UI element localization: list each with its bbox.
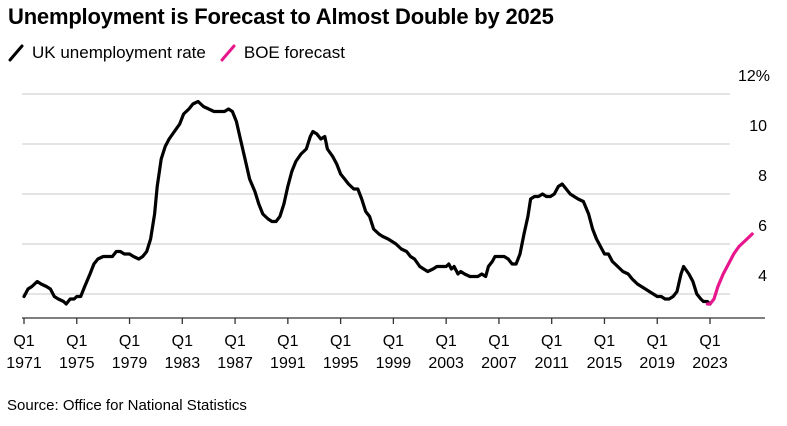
x-tick-quarter-label: Q1 bbox=[119, 333, 140, 350]
x-tick-quarter-label: Q1 bbox=[594, 333, 615, 350]
x-tick-year-label: 2023 bbox=[692, 355, 728, 372]
y-tick-label: 4 bbox=[758, 268, 767, 285]
x-tick-quarter-label: Q1 bbox=[541, 333, 562, 350]
x-tick-quarter-label: Q1 bbox=[647, 333, 668, 350]
x-tick-year-label: 1999 bbox=[376, 355, 412, 372]
legend-label: UK unemployment rate bbox=[32, 43, 206, 62]
x-tick-year-label: 1983 bbox=[165, 355, 201, 372]
x-tick-year-label: 1991 bbox=[270, 355, 306, 372]
series-line-boe-forecast bbox=[705, 232, 754, 306]
y-tick-label: 6 bbox=[758, 218, 767, 235]
x-tick-quarter-label: Q1 bbox=[224, 333, 245, 350]
x-tick-year-label: 2003 bbox=[428, 355, 464, 372]
x-tick-quarter-label: Q1 bbox=[13, 333, 34, 350]
series-line-uk-unemployment bbox=[22, 99, 712, 306]
x-tick-year-label: 1979 bbox=[112, 355, 148, 372]
x-tick-year-label: 1995 bbox=[323, 355, 359, 372]
x-tick-quarter-label: Q1 bbox=[699, 333, 720, 350]
x-axis: Q1 1971 Q1 1975 Q1 1979 Q1 1983 Q1 1987 Q1 1991 Q1 19… bbox=[6, 317, 765, 372]
x-tick-year-label: 1987 bbox=[217, 355, 253, 372]
y-tick-label: 10 bbox=[749, 118, 767, 135]
legend-item-boe-forecast: BOE forecast bbox=[220, 43, 345, 63]
chart-title: Unemployment is Forecast to Almost Doubl… bbox=[8, 4, 554, 29]
y-tick-label: 8 bbox=[758, 168, 767, 185]
legend-item-uk-unemployment: UK unemployment rate bbox=[8, 43, 206, 63]
legend: UK unemployment rate BOE forecast bbox=[8, 43, 359, 63]
y-axis-labels: 12% 10 8 6 4 bbox=[738, 68, 770, 285]
x-tick-quarter-label: Q1 bbox=[172, 333, 193, 350]
x-tick-quarter-label: Q1 bbox=[488, 333, 509, 350]
x-tick-year-label: 2007 bbox=[481, 355, 517, 372]
x-tick-quarter-label: Q1 bbox=[277, 333, 298, 350]
x-tick-year-label: 1975 bbox=[59, 355, 95, 372]
x-tick-year-label: 2011 bbox=[534, 355, 569, 372]
x-tick-year-label: 2019 bbox=[639, 355, 675, 372]
source-note: Source: Office for National Statistics bbox=[7, 397, 247, 414]
series-lines bbox=[22, 99, 754, 306]
y-tick-label: 12% bbox=[738, 68, 770, 85]
x-tick-quarter-label: Q1 bbox=[330, 333, 351, 350]
x-tick-quarter-label: Q1 bbox=[66, 333, 87, 350]
legend-line-swatch-pink-icon bbox=[220, 44, 236, 62]
x-tick-quarter-label: Q1 bbox=[435, 333, 456, 350]
x-tick-year-label: 1971 bbox=[6, 355, 42, 372]
legend-label: BOE forecast bbox=[243, 43, 345, 62]
legend-line-swatch-black-icon bbox=[8, 44, 24, 62]
x-tick-year-label: 2015 bbox=[587, 355, 623, 372]
gridlines bbox=[22, 93, 730, 295]
x-tick-quarter-label: Q1 bbox=[383, 333, 404, 350]
